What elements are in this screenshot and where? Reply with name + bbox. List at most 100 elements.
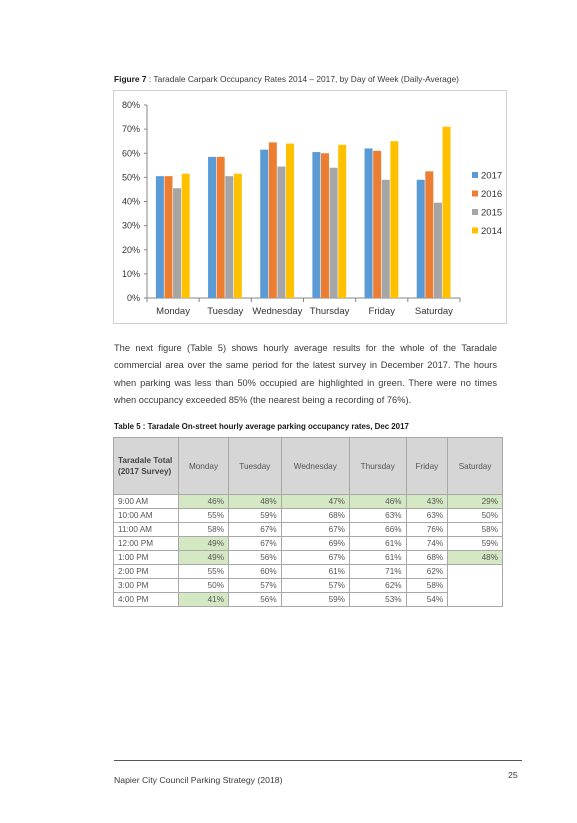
bar-2014-monday (181, 173, 190, 298)
x-tick-label: Monday (156, 306, 190, 317)
table-cell: 59% (447, 536, 503, 551)
table-header-row: Taradale Total (2017 Survey) Monday Tues… (113, 437, 503, 495)
table-cell: 74% (405, 536, 449, 551)
legend-swatch-2015 (472, 209, 478, 215)
legend-label-2017: 2017 (481, 171, 502, 182)
y-tick-label: 70% (122, 124, 140, 134)
table-cell: 58% (447, 522, 503, 537)
table-header-wednesday: Wednesday (280, 437, 350, 495)
table-cell: 60% (228, 564, 282, 579)
table-cell: 68% (280, 508, 350, 523)
table-cell: 49% (177, 536, 230, 551)
table-cell (447, 578, 503, 593)
table-cell: 62% (405, 564, 449, 579)
footer-text: Napier City Council Parking Strategy (20… (114, 775, 283, 785)
table-cell: 29% (447, 494, 503, 509)
table-cell: 46% (348, 494, 407, 509)
table-cell: 48% (228, 494, 282, 509)
table-cell: 55% (177, 564, 230, 579)
legend-swatch-2014 (472, 227, 478, 234)
table-caption: Table 5 : Taradale On-street hourly aver… (114, 422, 409, 431)
x-tick-label: Wednesday (252, 306, 302, 317)
page-number: 25 (508, 770, 518, 780)
table-body: 9:00 AM 46% 48% 47% 46% 43% 29% 10:00 AM 55% 59% 6… (113, 494, 503, 607)
table-cell: 57% (228, 578, 282, 593)
bar-2015-friday (381, 179, 390, 298)
figure-label: Figure 7 (114, 74, 147, 84)
legend-label-2014: 2014 (481, 226, 502, 237)
bar-2016-wednesday (268, 142, 277, 298)
x-tick-label: Friday (369, 306, 396, 317)
y-tick-label: 60% (122, 148, 140, 158)
row-time: 9:00 AM (113, 494, 179, 509)
table-cell: 67% (280, 522, 350, 537)
table-cell: 63% (405, 508, 449, 523)
table-cell: 55% (177, 508, 230, 523)
table-cell: 54% (405, 592, 449, 607)
chart-canvas: 0% 10% 20% 30% 40% 50% 60% 70% 80% Monday Tuesday W… (122, 100, 502, 317)
table-row: 9:00 AM 46% 48% 47% 46% 43% 29% (113, 494, 503, 509)
table-cell: 67% (228, 536, 282, 551)
row-time: 1:00 PM (113, 550, 179, 565)
table-row: 3:00 PM 50% 57% 57% 62% 58% (113, 578, 503, 593)
bar-2015-wednesday (277, 166, 286, 298)
table-cell: 76% (405, 522, 449, 537)
body-paragraph: The next figure (Table 5) shows hourly a… (114, 343, 497, 406)
table-cell: 61% (280, 564, 350, 579)
table-row: 4:00 PM 41% 56% 59% 53% 54% (113, 592, 503, 607)
row-time: 4:00 PM (113, 592, 179, 607)
row-time: 2:00 PM (113, 564, 179, 579)
bar-2014-saturday (442, 126, 451, 299)
table-cell: 41% (177, 592, 230, 607)
bar-2016-saturday (425, 171, 434, 298)
y-tick-label: 0% (127, 293, 140, 303)
bar-2014-thursday (338, 144, 347, 298)
table-cell: 59% (228, 508, 282, 523)
bar-2014-tuesday (233, 173, 242, 298)
table-header-thursday: Thursday (348, 437, 407, 495)
table-cell: 58% (177, 522, 230, 537)
bar-2015-saturday (433, 202, 442, 298)
table-cell: 63% (348, 508, 407, 523)
table-cell: 67% (280, 550, 350, 565)
table-cell: 61% (348, 536, 407, 551)
table-cell: 53% (348, 592, 407, 607)
bar-2017-wednesday (260, 149, 269, 298)
bar-2017-friday (364, 148, 373, 298)
table-cell: 48% (447, 550, 503, 565)
table-row: 12:00 PM 49% 67% 69% 61% 74% 59% (113, 536, 503, 551)
table-row: 11:00 AM 58% 67% 67% 66% 76% 58% (113, 522, 503, 537)
x-tick-label: Thursday (310, 306, 350, 317)
bar-2017-tuesday (208, 156, 217, 298)
table-cell: 43% (405, 494, 449, 509)
table-header-monday: Monday (177, 437, 230, 495)
table-cell: 62% (348, 578, 407, 593)
legend-label-2016: 2016 (481, 189, 502, 200)
table-header-first: Taradale Total (2017 Survey) (113, 437, 179, 495)
table-cell: 56% (228, 550, 282, 565)
bar-2015-thursday (329, 167, 338, 298)
bar-2015-tuesday (225, 176, 234, 298)
table-cell: 57% (280, 578, 350, 593)
table-cell: 50% (447, 508, 503, 523)
x-tick-label: Tuesday (207, 306, 243, 317)
bar-2016-monday (164, 176, 173, 298)
table-row: 10:00 AM 55% 59% 68% 63% 63% 50% (113, 508, 503, 523)
y-tick-label: 40% (122, 197, 140, 207)
y-tick-label: 10% (122, 269, 140, 279)
y-tick-label: 20% (122, 245, 140, 255)
bar-2017-monday (155, 176, 164, 298)
occupancy-chart: 0% 10% 20% 30% 40% 50% 60% 70% 80% Monday Tuesday W… (113, 90, 507, 324)
occupancy-table: Taradale Total (2017 Survey) Monday Tues… (113, 437, 503, 607)
y-tick-label: 80% (122, 100, 140, 110)
table-header-saturday: Saturday (447, 437, 503, 495)
table-cell (447, 592, 503, 607)
table-cell (447, 564, 503, 579)
bar-2016-tuesday (216, 156, 225, 298)
figure-caption: Figure 7 : Taradale Carpark Occupancy Ra… (114, 74, 534, 84)
table-cell: 68% (405, 550, 449, 565)
table-cell: 69% (280, 536, 350, 551)
table-cell: 47% (280, 494, 350, 509)
row-time: 3:00 PM (113, 578, 179, 593)
table-cell: 46% (177, 494, 230, 509)
